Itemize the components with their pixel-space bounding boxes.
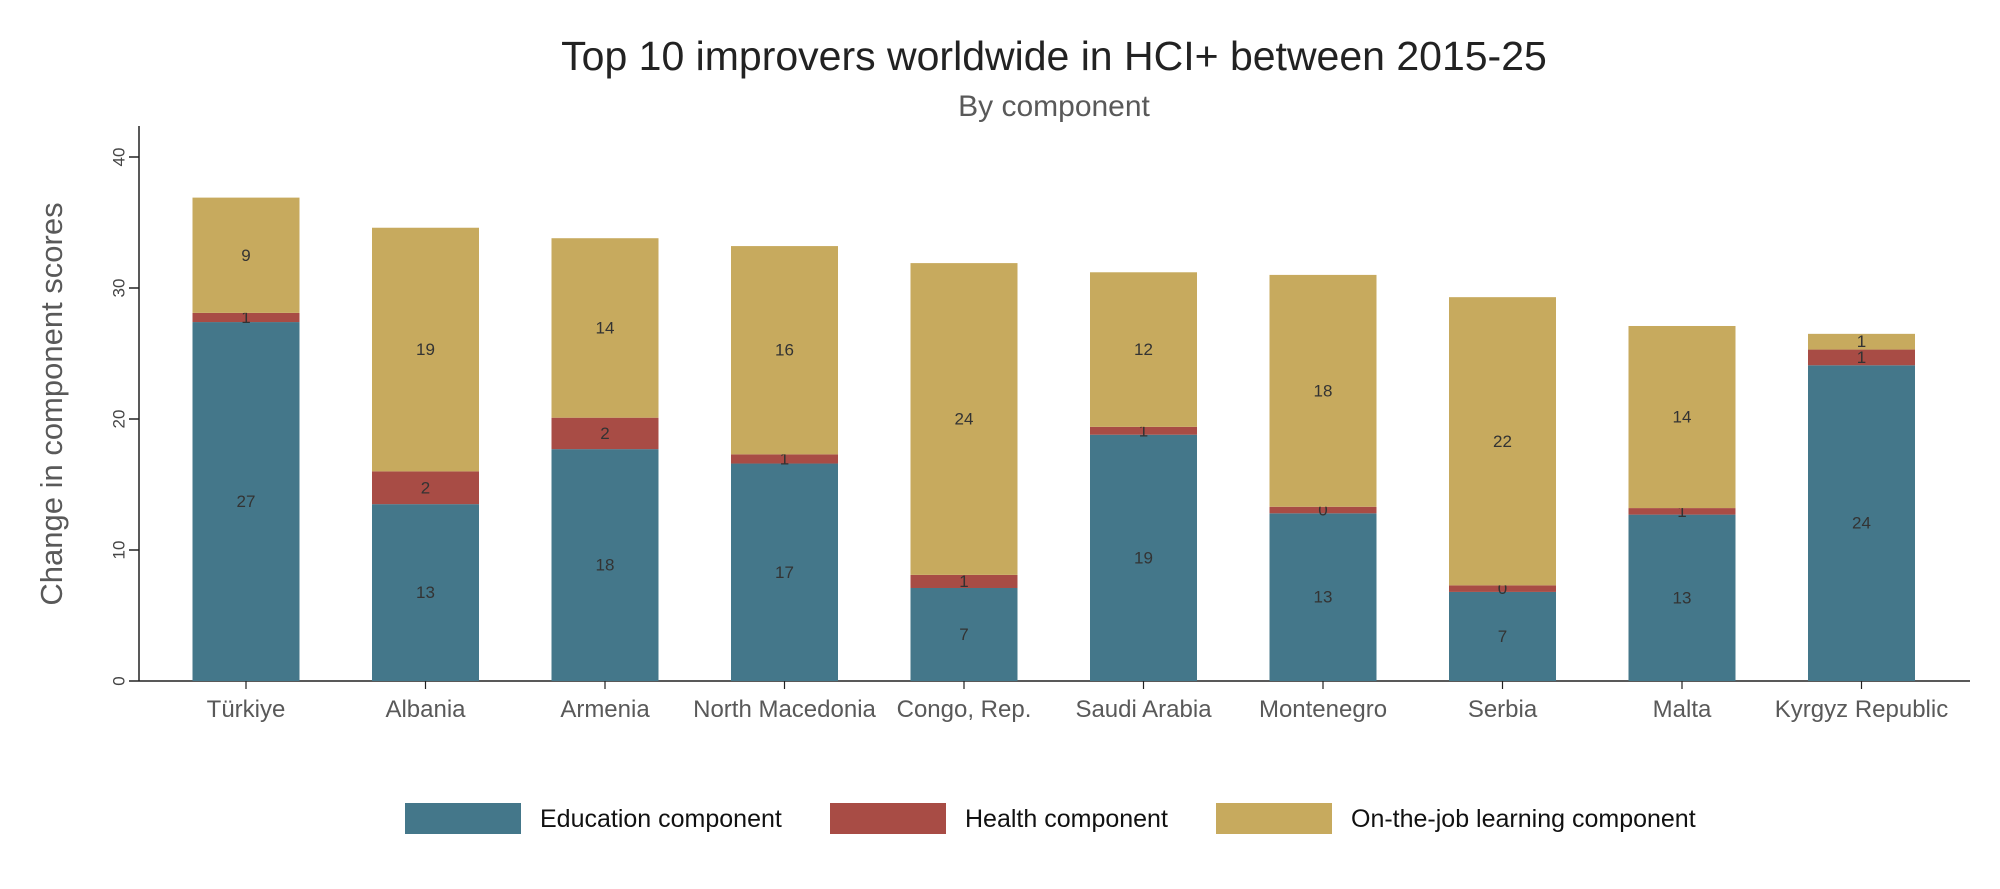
x-tick-label: Türkiye (207, 696, 286, 723)
bar-segment (910, 263, 1018, 575)
bar-segment (192, 312, 300, 323)
data-label: 27 (237, 492, 256, 511)
chart-subtitle: By component (958, 90, 1150, 123)
data-label: 12 (1134, 340, 1153, 359)
bar-segment (192, 197, 300, 313)
bar-segment (1628, 514, 1736, 681)
x-tick-label: Malta (1653, 696, 1712, 723)
bar-segment (1269, 274, 1377, 507)
data-label: 19 (1134, 548, 1153, 567)
data-label: 18 (596, 556, 615, 575)
bar-segment (1808, 333, 1915, 350)
data-label: 14 (1673, 408, 1692, 427)
data-label: 1 (241, 308, 250, 327)
data-label: 9 (241, 246, 250, 265)
bar-segment (1090, 426, 1197, 435)
legend-label: Health component (965, 805, 1168, 833)
bar-segment (910, 574, 1018, 588)
data-label: 16 (775, 341, 794, 360)
bar-segment (551, 417, 659, 450)
bar-segment (372, 471, 479, 505)
bar-segment (192, 322, 300, 681)
y-tick-label: 40 (110, 148, 129, 167)
bar-segment (1269, 513, 1377, 681)
bar-segment (1090, 434, 1197, 681)
legend: Education component Health component On-th… (405, 803, 1696, 834)
y-tick-label: 0 (110, 676, 129, 685)
y-tick-label: 20 (110, 410, 129, 429)
y-tick-label: 10 (110, 541, 129, 560)
data-label: 13 (1673, 588, 1692, 607)
data-label: 1 (780, 449, 789, 468)
data-label: 7 (1498, 627, 1507, 646)
legend-swatch (405, 803, 521, 834)
x-tick-label: Armenia (560, 696, 650, 723)
data-label: 1 (1139, 421, 1148, 440)
data-label: 7 (959, 625, 968, 644)
data-label: 2 (600, 424, 609, 443)
x-tick-label: Serbia (1468, 696, 1538, 723)
legend-swatch (1216, 803, 1332, 834)
data-label: 18 (1314, 381, 1333, 400)
bar-segment (551, 449, 659, 681)
bar-segment (551, 238, 659, 418)
data-label: 13 (1314, 588, 1333, 607)
bar-segment (731, 246, 838, 455)
bar-segment (1808, 365, 1915, 681)
data-label: 24 (1852, 514, 1871, 533)
bar-segment (1808, 349, 1915, 366)
bar-segment (731, 463, 838, 681)
y-axis-label: Change in component scores (34, 202, 69, 605)
legend-label: Education component (540, 805, 782, 833)
bar-segment (731, 454, 838, 464)
data-label: 22 (1493, 432, 1512, 451)
data-label: 0 (1498, 579, 1507, 598)
data-label: 1 (1677, 502, 1686, 521)
bar-segment (1628, 508, 1736, 515)
x-tick-label: Saudi Arabia (1075, 696, 1212, 723)
bar-segment (1449, 297, 1556, 586)
bar-segment (1628, 325, 1736, 509)
bar-segment (1449, 585, 1556, 592)
bar-segment (910, 587, 1018, 681)
data-label: 2 (421, 478, 430, 497)
bars-layer: 2719132191821417116712419112130187022131… (192, 197, 1915, 681)
bar-segment (372, 227, 479, 472)
data-label: 1 (1857, 348, 1866, 367)
x-tick-label: Kyrgyz Republic (1775, 696, 1948, 723)
bar-segment (372, 504, 479, 681)
legend-swatch (830, 803, 946, 834)
data-label: 19 (416, 340, 435, 359)
data-label: 1 (959, 572, 968, 591)
bar-segment (1090, 272, 1197, 427)
data-label: 1 (1857, 332, 1866, 351)
x-tick-label: Congo, Rep. (897, 696, 1032, 723)
x-tick-label: Montenegro (1259, 696, 1387, 723)
bar-segment (1449, 591, 1556, 681)
data-label: 24 (955, 410, 974, 429)
data-label: 0 (1318, 501, 1327, 520)
y-tick-label: 30 (110, 279, 129, 298)
data-label: 17 (775, 563, 794, 582)
chart-title: Top 10 improvers worldwide in HCI+ betwe… (561, 33, 1547, 79)
x-tick-label: Albania (385, 696, 466, 723)
bar-segment (1269, 506, 1377, 514)
data-label: 14 (596, 318, 615, 337)
legend-label: On-the-job learning component (1351, 805, 1696, 833)
x-tick-label: North Macedonia (693, 696, 876, 723)
data-label: 13 (416, 583, 435, 602)
